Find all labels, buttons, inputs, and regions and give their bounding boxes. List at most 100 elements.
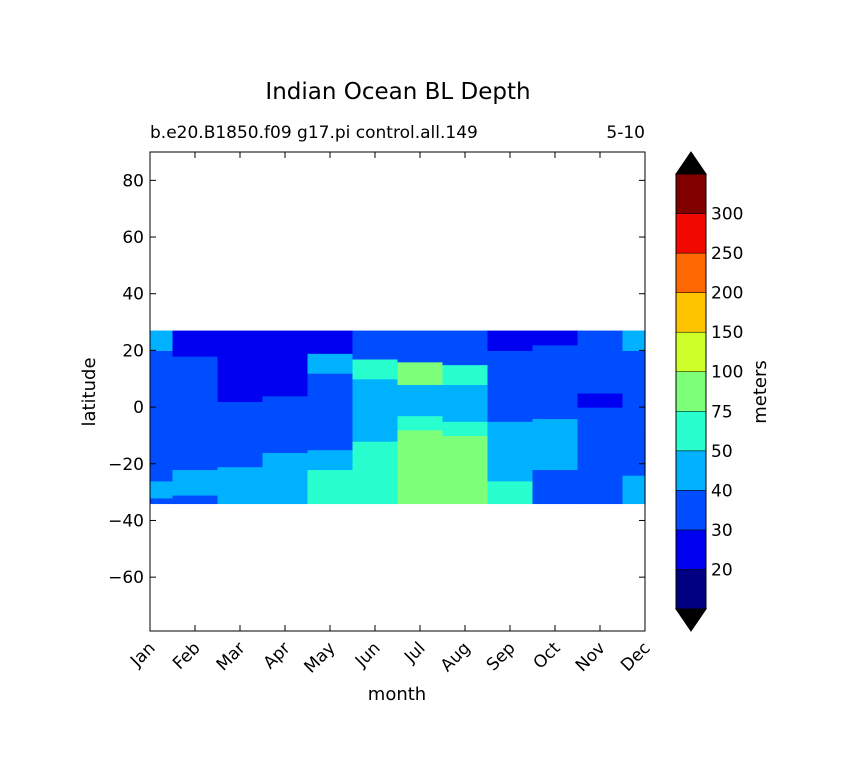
field-cell: [532, 418, 579, 471]
colorbar-tick-label: 30: [711, 521, 733, 541]
colorbar-swatch: [675, 173, 707, 214]
field-cell: [217, 466, 264, 488]
field-cell: [442, 435, 489, 505]
field-cell: [307, 353, 354, 374]
colorbar-swatch: [675, 292, 707, 333]
field-cell: [442, 330, 489, 366]
field-cell: [532, 344, 579, 420]
field-cell: [217, 330, 264, 403]
field-cell: [150, 350, 174, 482]
field-cell: [172, 330, 219, 357]
field-cell: [352, 358, 399, 380]
y-tick-label: 0: [133, 398, 144, 418]
field-cell: [352, 330, 399, 360]
x-tick-label: Nov: [572, 638, 610, 676]
field-cell: [262, 452, 309, 479]
field-cell: [487, 421, 534, 482]
colorbar-tick-label: 100: [711, 363, 743, 383]
chart-title: Indian Ocean BL Depth: [265, 79, 530, 105]
chart-subtitle-right: 5-10: [606, 123, 645, 143]
field-cell: [577, 330, 624, 394]
y-tick-label: 60: [122, 228, 144, 248]
x-axis-label: month: [368, 684, 426, 705]
plot-frame: [149, 151, 646, 632]
x-tick-label: Jan: [126, 638, 159, 671]
colorbar-extend-min: [675, 608, 707, 632]
field-cell: [487, 330, 534, 352]
x-tick-label: Mar: [213, 638, 250, 675]
chart-subtitle-left: b.e20.B1850.f09 g17.pi control.all.149: [150, 123, 478, 143]
field-cell: [577, 486, 624, 505]
field-cell: [217, 486, 264, 505]
y-tick-label: −20: [108, 455, 144, 475]
field-cell: [397, 330, 444, 363]
field-cell: [150, 480, 174, 499]
x-tick-label: Dec: [617, 638, 654, 675]
field-cell: [307, 449, 354, 471]
field-cell: [532, 469, 579, 505]
field-cell: [577, 407, 624, 488]
y-tick-label: 80: [122, 171, 144, 191]
field-cell: [262, 477, 309, 505]
field-cell: [262, 395, 309, 454]
colorbar-swatch: [675, 450, 707, 491]
field-cell: [397, 384, 444, 417]
field-cell: [442, 364, 489, 386]
field-cell: [217, 401, 264, 468]
colorbar-swatch: [675, 331, 707, 372]
field-cell: [150, 497, 174, 505]
x-tick-label: Jul: [400, 638, 429, 667]
field-cell: [622, 435, 646, 476]
x-tick-label: May: [301, 638, 340, 677]
field-cell: [352, 463, 399, 505]
colorbar-tick-label: 200: [711, 284, 743, 304]
y-tick-label: −40: [108, 511, 144, 531]
colorbar-label: meters: [750, 360, 771, 424]
field-cell: [487, 480, 534, 505]
colorbar-swatch: [675, 569, 707, 610]
x-tick-label: Sep: [483, 638, 520, 675]
field-cell: [442, 421, 489, 437]
field-cell: [307, 373, 354, 451]
colorbar-swatch: [675, 252, 707, 293]
field-cell: [622, 330, 646, 352]
x-tick-label: Oct: [530, 638, 565, 673]
field-cell: [307, 330, 354, 354]
field-cell: [172, 356, 219, 471]
field-cell: [262, 330, 309, 397]
y-axis-label: latitude: [79, 357, 100, 426]
y-tick-label: −60: [108, 568, 144, 588]
colorbar-tick-label: 75: [711, 402, 733, 422]
field-cell: [487, 350, 534, 422]
field-cell: [352, 378, 399, 442]
colorbar-swatch: [675, 411, 707, 452]
colorbar-swatch: [675, 371, 707, 412]
colorbar-tick-label: 250: [711, 244, 743, 264]
colorbar-tick-label: 50: [711, 442, 733, 462]
plot-area: [150, 330, 646, 505]
field-cell: [577, 392, 624, 408]
x-tick-label: Jun: [351, 638, 385, 672]
y-axis: 80 60 40 20 0 −20 −40 −60: [108, 171, 645, 588]
colorbar-tick-label: 300: [711, 205, 743, 225]
field-cell: [172, 494, 219, 505]
x-tick-label: Feb: [169, 638, 204, 673]
colorbar-swatch: [675, 529, 707, 570]
field-cell: [532, 330, 579, 346]
colorbar-tick-label: 20: [711, 560, 733, 580]
field-cell: [172, 469, 219, 496]
field-cell: [622, 350, 646, 437]
x-tick-label: Apr: [260, 638, 295, 673]
field-cell: [397, 429, 444, 505]
field-cell: [622, 475, 646, 505]
colorbar: 20 30 40 50 75 100 150 200 250 300: [675, 151, 743, 632]
y-tick-label: 20: [122, 341, 144, 361]
y-tick-label: 40: [122, 285, 144, 305]
colorbar-tick-label: 150: [711, 323, 743, 343]
field-cell: [307, 469, 354, 505]
x-tick-label: Aug: [437, 638, 475, 676]
field-cell: [150, 330, 174, 352]
field-cell: [442, 384, 489, 422]
field-cell: [352, 441, 399, 465]
